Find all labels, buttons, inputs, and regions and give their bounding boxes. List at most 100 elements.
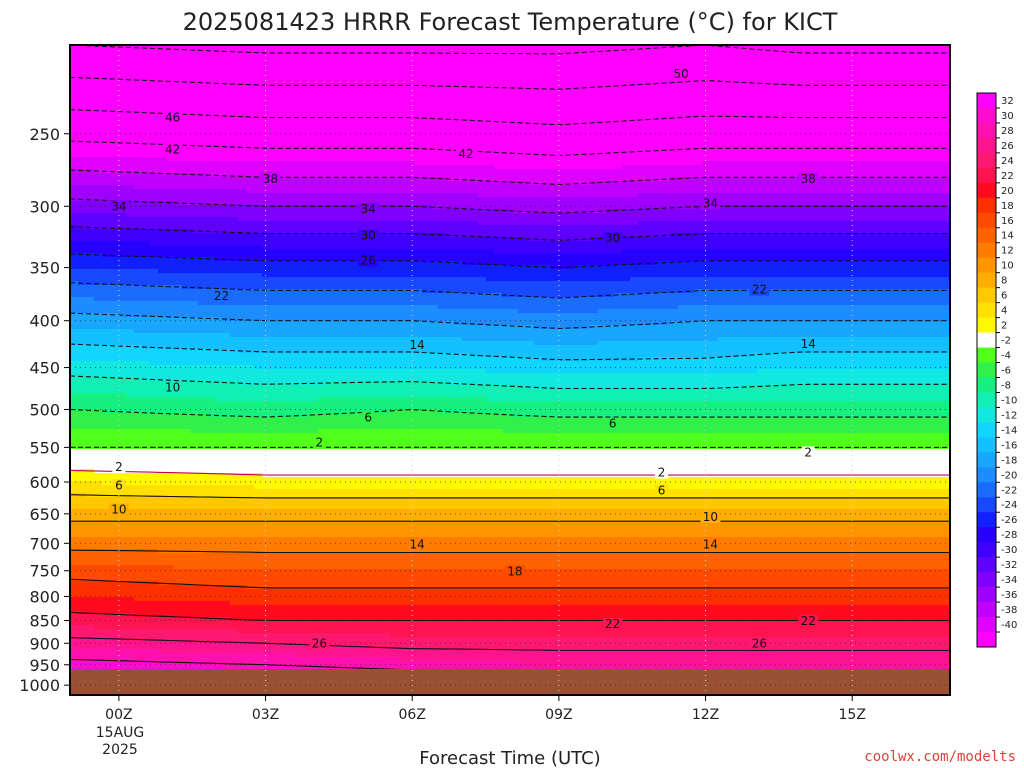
field-cell xyxy=(686,417,695,434)
field-cell xyxy=(750,477,759,490)
field-cell xyxy=(190,585,199,602)
field-cell xyxy=(518,181,527,198)
field-cell xyxy=(390,509,399,522)
field-cell xyxy=(214,273,223,290)
field-cell xyxy=(542,589,551,606)
field-cell xyxy=(558,401,567,418)
field-cell xyxy=(494,589,503,606)
field-cell xyxy=(566,169,575,186)
field-cell xyxy=(910,537,919,554)
field-cell xyxy=(254,473,263,490)
field-cell xyxy=(822,605,831,622)
field-cell xyxy=(318,353,327,370)
field-cell xyxy=(542,45,551,170)
field-cell xyxy=(398,589,407,606)
chart-title: 2025081423 HRRR Forecast Temperature (°C… xyxy=(183,8,838,36)
field-cell xyxy=(446,569,455,590)
field-cell xyxy=(854,637,863,650)
field-cell xyxy=(486,661,495,674)
field-cell xyxy=(94,157,103,174)
field-cell xyxy=(134,229,143,242)
field-cell xyxy=(246,473,255,486)
field-cell xyxy=(686,621,695,638)
field-cell xyxy=(862,369,871,386)
field-cell xyxy=(862,637,871,650)
field-cell xyxy=(342,249,351,262)
field-cell xyxy=(902,261,911,278)
field-cell xyxy=(726,569,735,590)
field-cell xyxy=(510,569,519,590)
field-cell xyxy=(942,305,950,322)
field-cell xyxy=(158,157,167,174)
field-cell xyxy=(102,429,111,450)
field-cell xyxy=(550,373,559,390)
field-cell xyxy=(862,621,871,638)
field-cell xyxy=(518,537,527,554)
field-cell xyxy=(422,649,431,662)
field-cell xyxy=(414,649,423,662)
field-cell xyxy=(374,413,383,430)
colorbar-swatch xyxy=(977,362,996,378)
field-cell xyxy=(774,249,783,262)
field-cell xyxy=(446,165,455,182)
field-cell xyxy=(782,553,791,570)
field-cell xyxy=(790,261,799,278)
field-cell xyxy=(590,497,599,510)
field-cell xyxy=(558,489,567,498)
field-cell xyxy=(822,261,831,278)
field-cell xyxy=(374,521,383,538)
field-cell xyxy=(710,261,719,278)
field-cell xyxy=(694,489,703,498)
field-cell xyxy=(734,449,743,478)
field-cell xyxy=(190,301,199,318)
field-cell xyxy=(158,257,167,274)
field-cell xyxy=(566,477,575,490)
field-cell xyxy=(438,449,447,478)
field-cell xyxy=(470,489,479,498)
field-cell xyxy=(350,537,359,554)
field-cell xyxy=(734,249,743,262)
field-cell xyxy=(94,549,103,566)
field-cell xyxy=(846,497,855,510)
field-cell xyxy=(758,449,767,478)
field-cell xyxy=(486,385,495,402)
field-cell xyxy=(118,173,127,186)
field-cell xyxy=(774,589,783,606)
field-cell xyxy=(918,589,927,606)
field-cell xyxy=(486,281,495,294)
field-cell xyxy=(782,521,791,538)
field-cell xyxy=(238,385,247,402)
field-cell xyxy=(870,233,879,250)
field-cell xyxy=(374,321,383,338)
field-cell xyxy=(174,229,183,246)
field-cell xyxy=(430,537,439,554)
field-cell xyxy=(878,45,887,162)
field-cell xyxy=(798,277,807,290)
contour-line xyxy=(70,169,950,186)
field-cell xyxy=(326,353,335,370)
field-cell xyxy=(254,449,263,474)
field-cell xyxy=(230,349,239,366)
field-cell xyxy=(350,305,359,322)
field-cell xyxy=(918,477,927,490)
colorbar-label: 30 xyxy=(1001,111,1014,122)
field-cell xyxy=(350,353,359,370)
field-cell xyxy=(422,321,431,338)
field-cell xyxy=(638,649,647,666)
field-cell xyxy=(486,197,495,210)
field-cell xyxy=(70,281,79,298)
field-cell xyxy=(670,621,679,638)
field-cell xyxy=(590,373,599,390)
field-cell xyxy=(302,193,311,206)
field-cell xyxy=(542,449,551,478)
field-cell xyxy=(534,281,543,298)
field-cell xyxy=(150,381,159,398)
field-cell xyxy=(438,413,447,430)
field-cell xyxy=(630,509,639,522)
field-cell xyxy=(470,637,479,650)
field-cell xyxy=(782,489,791,498)
field-cell xyxy=(446,497,455,510)
field-cell xyxy=(326,429,335,450)
field-cell xyxy=(678,261,687,278)
field-cell xyxy=(302,177,311,194)
